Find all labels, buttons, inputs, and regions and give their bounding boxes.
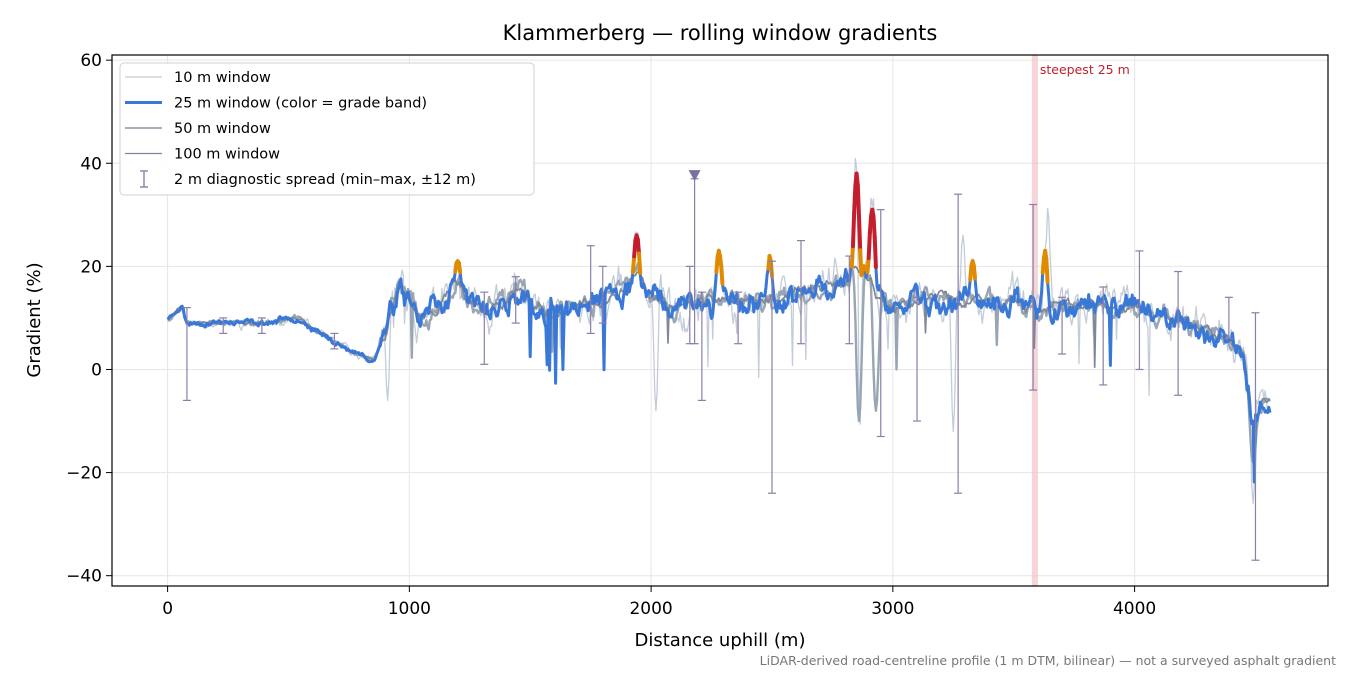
grade-band-segment <box>867 214 874 235</box>
grade-band-segment <box>971 263 978 281</box>
legend-label: 2 m diagnostic spread (min–max, ±12 m) <box>174 172 476 188</box>
legend-label: 10 m window <box>174 70 271 86</box>
grade-band-segment <box>637 251 643 275</box>
marker-triangle <box>688 170 701 182</box>
y-tick-label: −20 <box>66 464 102 484</box>
grade-band-segment <box>850 209 857 249</box>
axis-ticks: 0 1000 2000 3000 4000 −40 −20 0 20 40 60 <box>66 51 1156 619</box>
legend: 10 m window 25 m window (color = grade ba… <box>119 62 535 196</box>
grade-band-segment <box>1040 256 1046 275</box>
grade-band-segment <box>866 230 872 261</box>
y-tick-label: −40 <box>66 567 102 587</box>
grade-band-segment <box>456 261 463 275</box>
grade-band-segment <box>861 264 868 272</box>
legend-box <box>119 62 535 196</box>
grade-band-segment <box>855 183 862 219</box>
x-tick-label: 0 <box>162 599 173 619</box>
legend-label: 25 m window (color = grade band) <box>174 96 427 112</box>
error-bar-layer <box>182 178 1260 561</box>
grade-band-segment <box>630 254 637 275</box>
footnote: LiDAR-derived road-centreline profile (1… <box>760 653 1336 668</box>
x-axis-label: Distance uphill (m) <box>635 630 806 651</box>
series-line <box>167 157 1271 505</box>
grade-band-segment <box>632 238 638 259</box>
legend-label: 100 m window <box>174 147 280 163</box>
x-tick-label: 4000 <box>1113 599 1156 619</box>
grade-band-segment <box>865 256 871 275</box>
chart-title: Klammerberg — rolling window gradients <box>503 21 938 45</box>
steepest-band-label: steepest 25 m <box>1040 62 1130 77</box>
x-tick-label: 3000 <box>871 599 914 619</box>
grade-band-segment <box>635 237 642 256</box>
grade-band-segment <box>871 214 877 240</box>
legend-label: 50 m window <box>174 121 271 137</box>
series-layer <box>166 157 1272 505</box>
y-tick-label: 40 <box>80 154 102 174</box>
plot-frame <box>111 54 1329 587</box>
y-tick-label: 20 <box>80 257 102 277</box>
grade-band-segment <box>872 235 878 270</box>
y-tick-label: 60 <box>80 51 102 71</box>
grade-band-segment <box>968 263 974 282</box>
grade-band-segment <box>1044 257 1050 284</box>
series-line <box>166 172 1272 484</box>
y-axis-label: Gradient (%) <box>24 262 45 377</box>
grade-band-segment <box>857 214 863 253</box>
grade-band-segment <box>852 183 858 214</box>
grade-band-segment <box>719 263 725 286</box>
y-tick-label: 0 <box>91 360 102 380</box>
marker-layer: steepest 25 m <box>688 62 1130 182</box>
x-tick-label: 2000 <box>629 599 672 619</box>
x-tick-label: 1000 <box>388 599 431 619</box>
grade-band-segment <box>714 255 720 275</box>
